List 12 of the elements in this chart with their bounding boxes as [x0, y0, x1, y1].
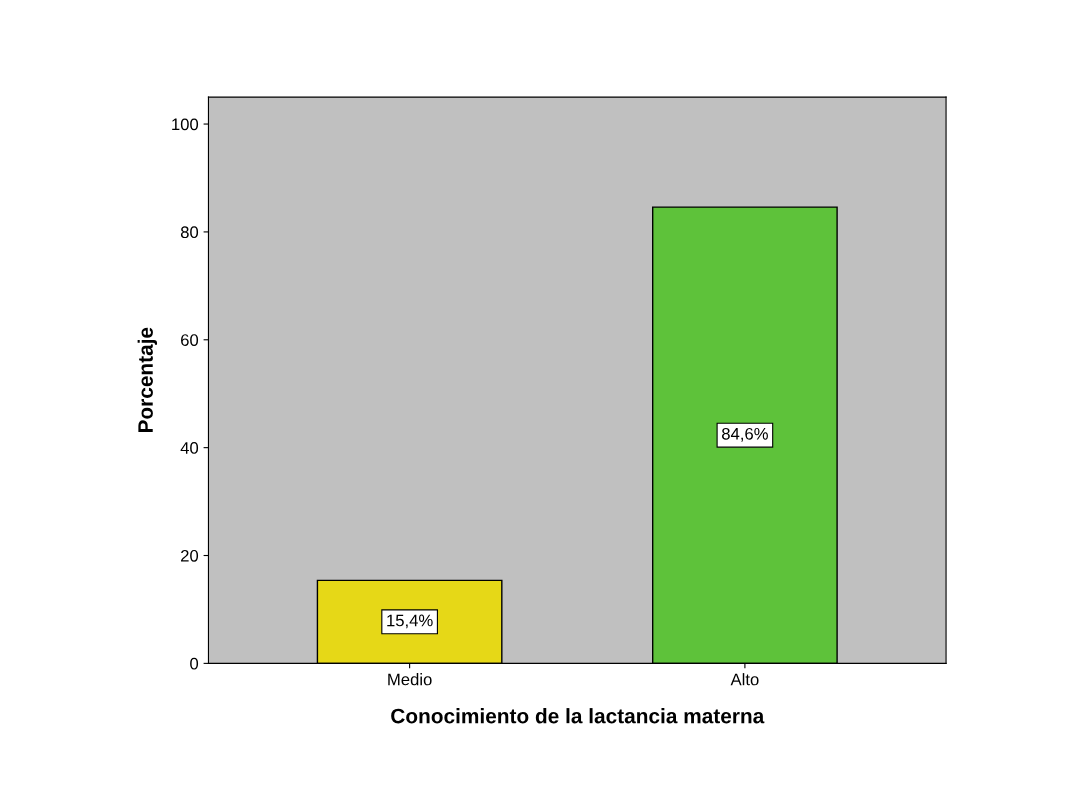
- y-tick-label: 40: [180, 442, 199, 454]
- x-tick-label: Alto: [730, 673, 759, 686]
- y-tick-label: 80: [180, 226, 199, 239]
- data-label: 84,6%: [721, 427, 768, 442]
- y-tick-label: 60: [181, 334, 199, 346]
- y-axis-title: Porcentaje: [137, 327, 158, 433]
- data-label: 15,4%: [387, 614, 433, 629]
- y-tick-label: 0: [190, 657, 199, 670]
- y-tick-label: 100: [172, 118, 199, 131]
- x-axis-title: Conocimiento de la lactancia materna: [391, 708, 765, 724]
- y-tick-label: 20: [181, 549, 199, 562]
- x-tick-label: Medio: [388, 673, 432, 686]
